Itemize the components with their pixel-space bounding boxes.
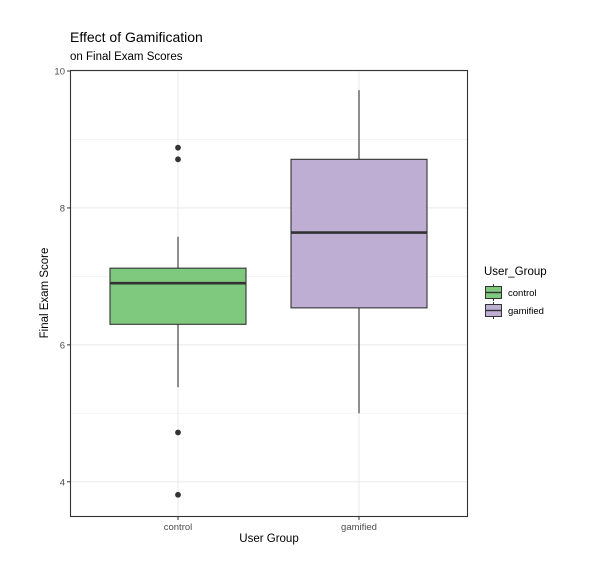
x-tick-label: gamified [341, 522, 377, 533]
box-body [109, 267, 247, 325]
box-gamified [290, 90, 428, 414]
legend-title: User_Group [484, 266, 547, 278]
chart-subtitle: on Final Exam Scores [70, 51, 183, 63]
outlier-point [175, 491, 181, 498]
legend: User_Group control gamified [484, 266, 547, 319]
legend-label: gamified [508, 306, 544, 317]
y-axis: 4 6 8 10 [54, 67, 71, 488]
x-axis: control gamified [164, 516, 377, 533]
box-layer [109, 90, 428, 498]
outlier-point [175, 144, 181, 151]
y-tick-label: 6 [60, 340, 65, 351]
x-axis-title: User Group [239, 533, 298, 545]
outlier-point [175, 156, 181, 163]
legend-keys: control gamified [485, 284, 544, 319]
y-tick-label: 8 [60, 203, 65, 214]
y-tick-label: 4 [60, 477, 65, 488]
y-axis-title: Final Exam Score [39, 248, 51, 339]
box-control [109, 144, 247, 498]
chart-title: Effect of Gamification [70, 29, 203, 45]
legend-label: control [508, 288, 537, 299]
y-tick-label: 10 [54, 67, 65, 78]
outlier-point [175, 429, 181, 436]
panel-border [69, 69, 469, 518]
x-tick-label: control [164, 522, 193, 533]
